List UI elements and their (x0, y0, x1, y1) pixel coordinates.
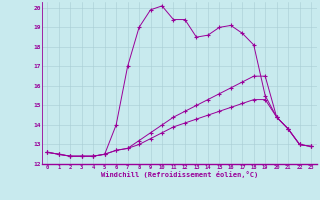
X-axis label: Windchill (Refroidissement éolien,°C): Windchill (Refroidissement éolien,°C) (100, 171, 258, 178)
